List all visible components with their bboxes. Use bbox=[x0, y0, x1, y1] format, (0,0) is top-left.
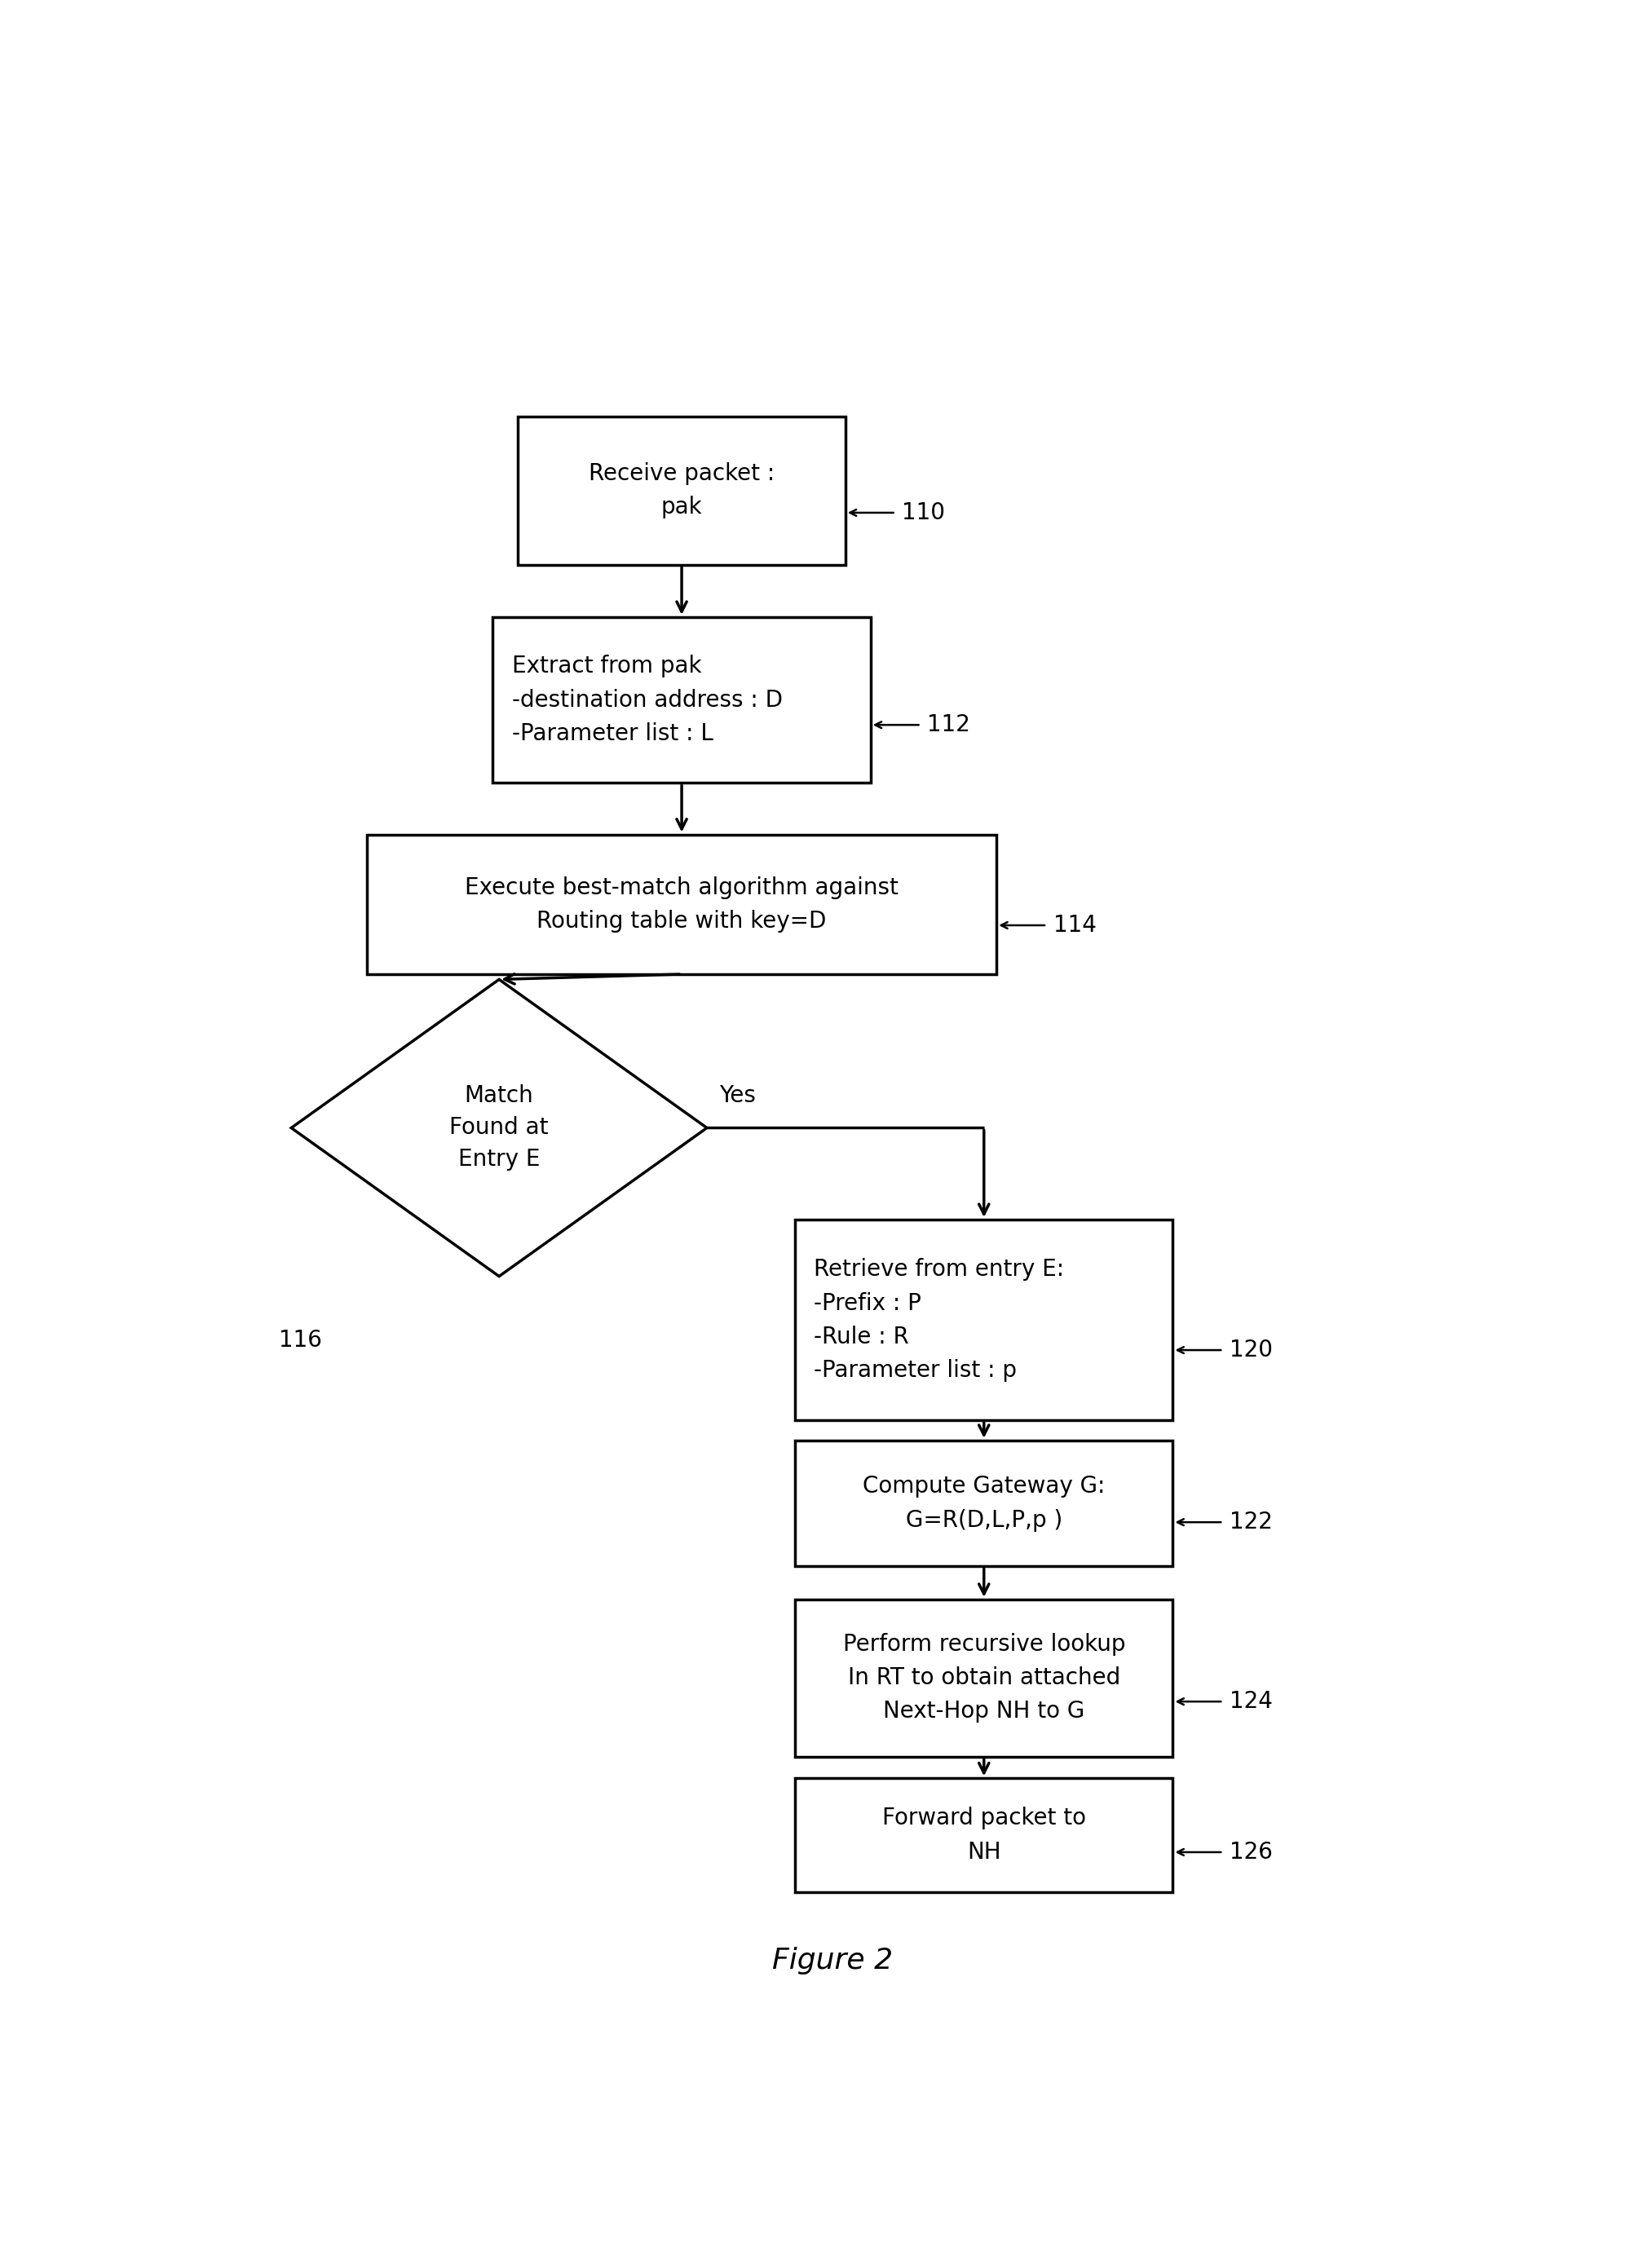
Text: 126: 126 bbox=[1230, 1842, 1272, 1864]
Text: Perform recursive lookup
In RT to obtain attached
Next-Hop NH to G: Perform recursive lookup In RT to obtain… bbox=[843, 1633, 1124, 1724]
FancyBboxPatch shape bbox=[795, 1778, 1173, 1892]
Text: 112: 112 bbox=[928, 714, 970, 737]
FancyBboxPatch shape bbox=[795, 1599, 1173, 1755]
Text: Forward packet to
NH: Forward packet to NH bbox=[882, 1808, 1086, 1864]
Text: 116: 116 bbox=[278, 1329, 322, 1352]
FancyBboxPatch shape bbox=[492, 617, 871, 782]
Text: 114: 114 bbox=[1053, 914, 1097, 937]
FancyBboxPatch shape bbox=[795, 1220, 1173, 1420]
FancyBboxPatch shape bbox=[795, 1440, 1173, 1567]
Text: Receive packet :
pak: Receive packet : pak bbox=[588, 463, 775, 519]
Text: Retrieve from entry E:
-Prefix : P
-Rule : R
-Parameter list : p: Retrieve from entry E: -Prefix : P -Rule… bbox=[814, 1259, 1064, 1381]
Text: Extract from pak
-destination address : D
-Parameter list : L: Extract from pak -destination address : … bbox=[512, 655, 782, 744]
FancyBboxPatch shape bbox=[367, 835, 996, 975]
Text: Yes: Yes bbox=[720, 1084, 756, 1107]
Text: 122: 122 bbox=[1230, 1510, 1272, 1533]
Text: Match
Found at
Entry E: Match Found at Entry E bbox=[450, 1084, 549, 1170]
Text: Execute best-match algorithm against
Routing table with key=D: Execute best-match algorithm against Rou… bbox=[465, 875, 899, 932]
Text: 110: 110 bbox=[902, 501, 946, 524]
Text: Figure 2: Figure 2 bbox=[772, 1946, 894, 1975]
Polygon shape bbox=[291, 980, 707, 1277]
FancyBboxPatch shape bbox=[518, 417, 845, 565]
Text: 124: 124 bbox=[1230, 1690, 1272, 1712]
Text: Compute Gateway G:
G=R(D,L,P,p ): Compute Gateway G: G=R(D,L,P,p ) bbox=[863, 1474, 1105, 1531]
Text: 120: 120 bbox=[1230, 1338, 1272, 1361]
